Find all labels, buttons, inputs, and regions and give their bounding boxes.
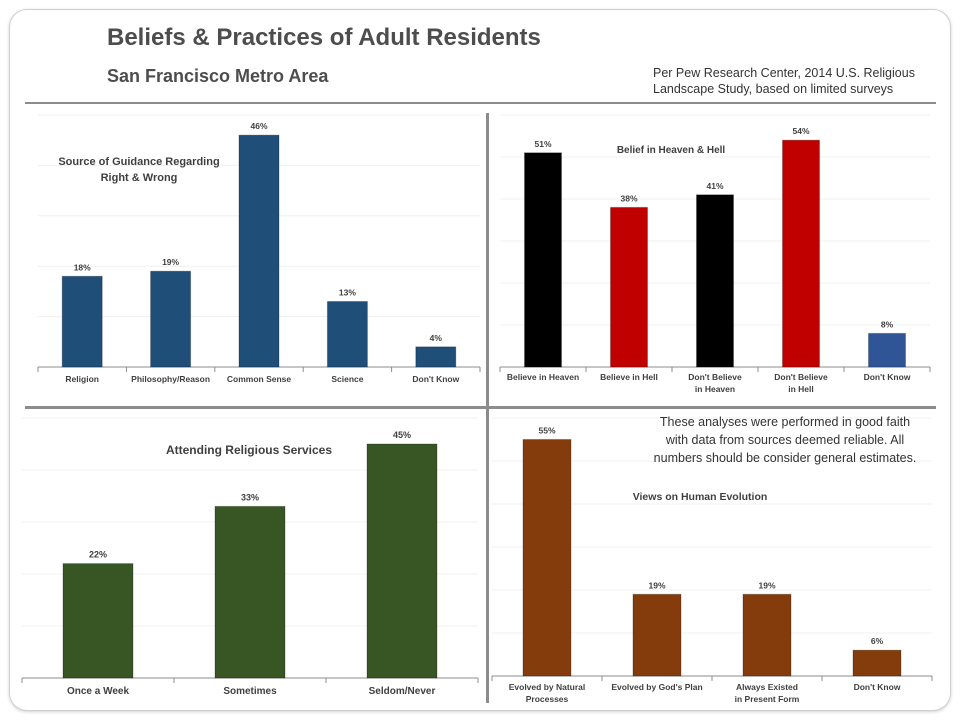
source-note: Per Pew Research Center, 2014 U.S. Relig… (653, 65, 915, 97)
category-label: Don't Believe (688, 372, 742, 382)
data-label: 46% (250, 121, 267, 131)
category-label: Always Existed (736, 682, 798, 692)
bar (782, 139, 820, 368)
category-label: Evolved by God's Plan (611, 682, 702, 692)
chart-title: Source of Guidance Regarding (58, 156, 219, 168)
data-label: 6% (871, 636, 884, 646)
category-label: Common Sense (227, 374, 292, 384)
bar (852, 649, 902, 677)
category-label: Processes (526, 694, 569, 704)
chart-title: Views on Human Evolution (633, 491, 768, 503)
category-label: Believe in Hell (600, 372, 658, 382)
bar (696, 194, 734, 368)
data-label: 8% (881, 319, 894, 329)
data-label: 13% (339, 287, 356, 297)
page-subtitle: San Francisco Metro Area (107, 66, 329, 86)
category-label: Philosophy/Reason (131, 374, 210, 384)
category-label: Evolved by Natural (509, 682, 586, 692)
bar (366, 443, 438, 679)
bar (742, 593, 792, 677)
chart-title: Belief in Heaven & Hell (617, 145, 726, 156)
data-label: 18% (74, 262, 91, 272)
middle-divider (25, 406, 936, 409)
data-label: 4% (430, 333, 443, 343)
category-label: Once a Week (67, 686, 130, 697)
disclaimer-note: These analyses were performed in good fa… (650, 413, 920, 467)
data-label: 55% (538, 426, 555, 436)
chart-title: Right & Wrong (101, 172, 178, 184)
bar (326, 300, 368, 368)
category-label: Believe in Heaven (507, 372, 579, 382)
bar (238, 134, 280, 368)
bar (61, 275, 103, 368)
page-title: Beliefs & Practices of Adult Residents (107, 24, 541, 51)
chart-title: Attending Religious Services (166, 443, 332, 457)
data-label: 22% (89, 550, 107, 560)
bar (62, 563, 134, 679)
category-label: Seldom/Never (369, 686, 436, 697)
data-label: 33% (241, 492, 259, 502)
data-label: 51% (534, 139, 551, 149)
bar (522, 439, 572, 677)
disclaimer-line-1: These analyses were performed in good fa… (659, 415, 911, 429)
category-label: in Hell (788, 384, 814, 394)
category-label: Religion (65, 374, 99, 384)
disclaimer-line-2: with data from sources deemed reliable. … (665, 433, 905, 447)
category-label: Don't Know (864, 372, 911, 382)
bar (150, 270, 192, 368)
data-label: 54% (792, 126, 809, 136)
source-line-2: Landscape Study, based on limited survey… (653, 82, 894, 96)
category-label: Don't Believe (774, 372, 828, 382)
category-label: Don't Know (854, 682, 901, 692)
category-label: Don't Know (412, 374, 459, 384)
bar (524, 152, 562, 368)
bar (632, 593, 682, 677)
data-label: 19% (162, 257, 179, 267)
category-label: Sometimes (223, 686, 277, 697)
bar (868, 332, 906, 368)
category-label: in Heaven (695, 384, 735, 394)
category-label: in Present Form (735, 694, 800, 704)
bar (214, 505, 286, 679)
bar (610, 206, 648, 368)
data-label: 19% (648, 580, 665, 590)
data-label: 45% (393, 430, 411, 440)
bar (415, 346, 457, 368)
header-divider (25, 102, 936, 104)
category-label: Science (331, 374, 363, 384)
data-label: 38% (620, 193, 637, 203)
data-label: 41% (706, 181, 723, 191)
data-label: 19% (758, 580, 775, 590)
disclaimer-line-3: numbers should be consider general estim… (653, 451, 917, 465)
source-line-1: Per Pew Research Center, 2014 U.S. Relig… (653, 66, 915, 80)
center-divider (486, 113, 489, 703)
